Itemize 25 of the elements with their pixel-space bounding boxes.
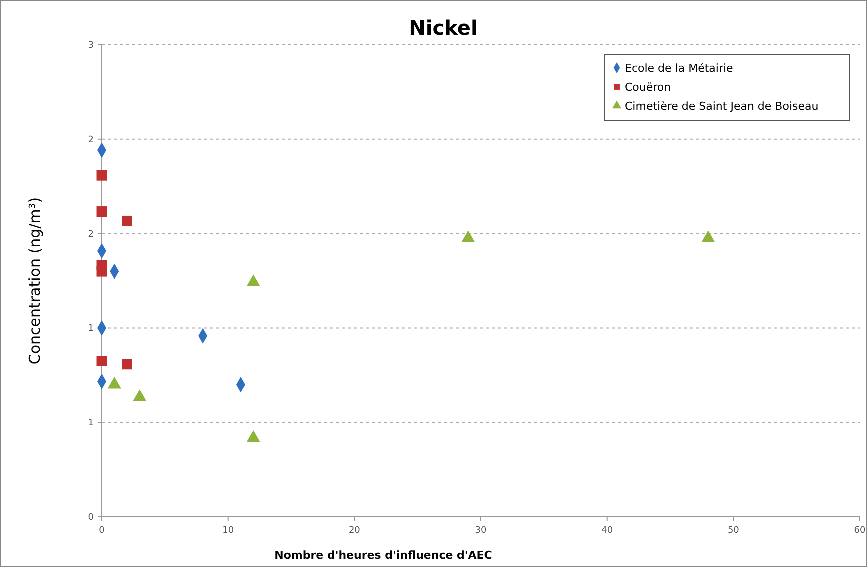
legend-label: Cimetière de Saint Jean de Boiseau (625, 100, 819, 113)
legend-label: Ecole de la Métairie (625, 62, 734, 75)
y-tick-label: 1 (88, 418, 94, 429)
y-tick-label: 2 (88, 135, 94, 146)
y-tick-label: 3 (88, 41, 94, 51)
point (96, 356, 108, 366)
point (96, 170, 108, 181)
x-tick-label: 60 (854, 526, 866, 536)
x-tick-label: 50 (728, 526, 740, 536)
y-axis-title: Concentration (ng/m³) (26, 197, 44, 365)
chart-title: Nickel (409, 16, 478, 40)
x-axis-title: Nombre d'heures d'influence d'AEC (274, 549, 492, 562)
y-tick-label: 2 (88, 230, 94, 240)
x-tick-label: 40 (602, 526, 614, 536)
y-tick-label: 1 (88, 324, 94, 334)
point (96, 266, 108, 277)
legend-label: Couëron (625, 81, 672, 94)
y-tick-label: 0 (88, 513, 94, 523)
x-tick-label: 0 (99, 526, 106, 536)
x-tick-label: 20 (348, 526, 361, 536)
x-tick-label: 10 (222, 526, 234, 536)
x-tick-label: 30 (475, 526, 487, 536)
point (96, 206, 108, 218)
point (122, 216, 133, 226)
point (122, 359, 133, 370)
